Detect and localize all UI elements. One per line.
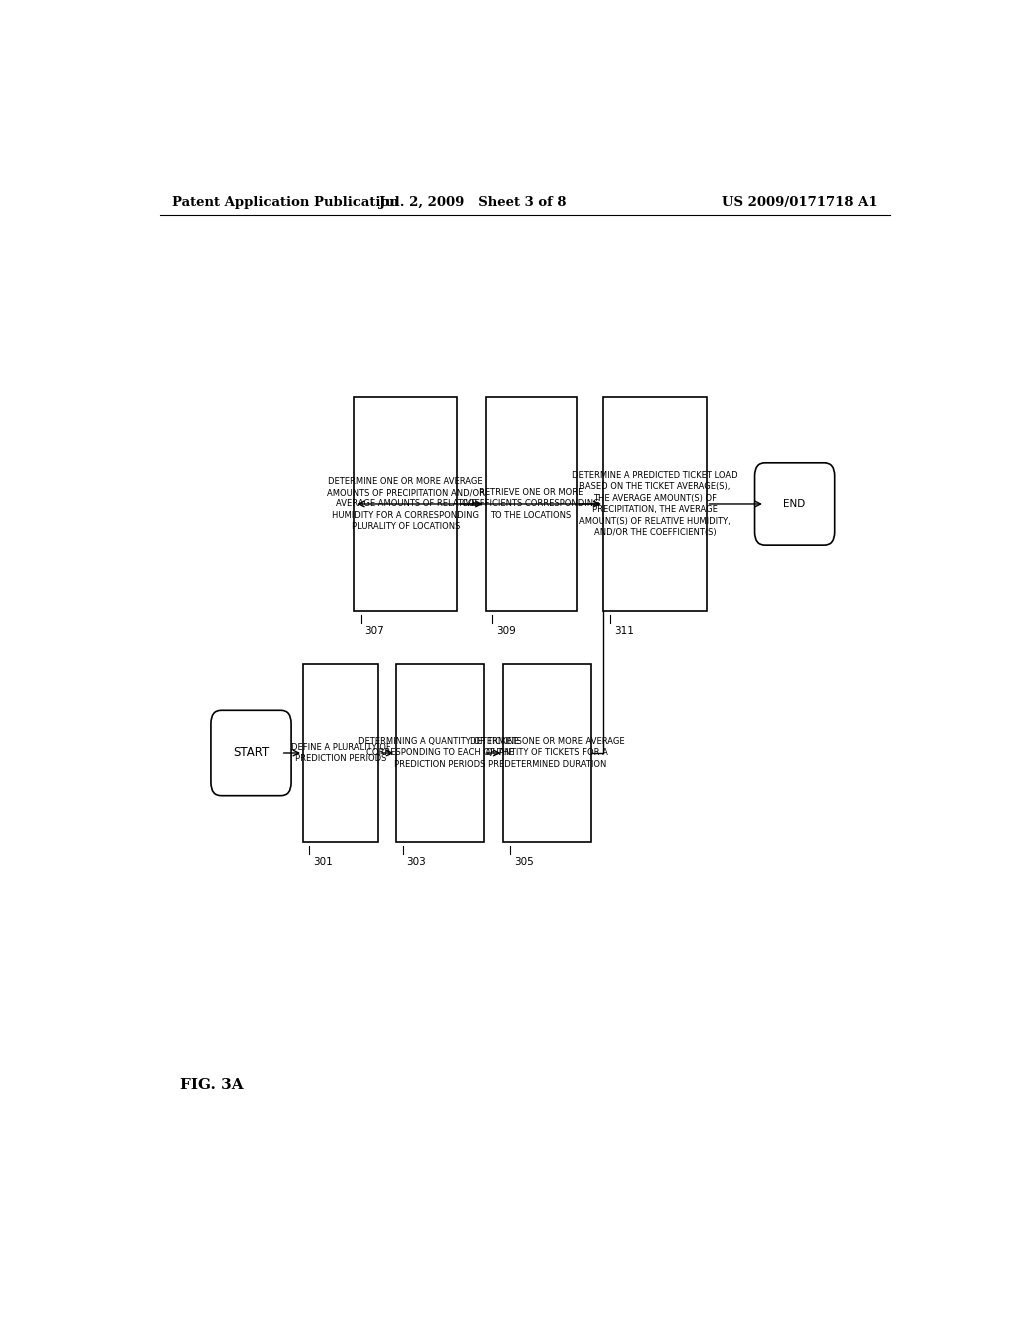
Text: START: START [232,747,269,759]
Text: Jul. 2, 2009   Sheet 3 of 8: Jul. 2, 2009 Sheet 3 of 8 [380,195,567,209]
Text: Patent Application Publication: Patent Application Publication [172,195,398,209]
Text: DETERMINE A PREDICTED TICKET LOAD
BASED ON THE TICKET AVERAGE(S),
THE AVERAGE AM: DETERMINE A PREDICTED TICKET LOAD BASED … [572,471,737,537]
Text: RETRIEVE ONE OR MORE
COEFFICIENTS CORRESPONDING
TO THE LOCATIONS: RETRIEVE ONE OR MORE COEFFICIENTS CORRES… [463,488,600,520]
Text: DETERMINE ONE OR MORE AVERAGE
AMOUNTS OF PRECIPITATION AND/OR
AVERAGE AMOUNTS OF: DETERMINE ONE OR MORE AVERAGE AMOUNTS OF… [327,477,484,532]
Text: 309: 309 [496,626,515,636]
Bar [485,397,577,611]
Text: 301: 301 [313,857,333,867]
Text: DETERMINING A QUANTITY OF TICKETS
CORRESPONDING TO EACH OF THE
PREDICTION PERIOD: DETERMINING A QUANTITY OF TICKETS CORRES… [358,737,522,770]
Text: US 2009/0171718 A1: US 2009/0171718 A1 [722,195,878,209]
Text: DEFINE A PLURALITY OF
PREDICTION PERIODS: DEFINE A PLURALITY OF PREDICTION PERIODS [291,743,390,763]
Text: 307: 307 [365,626,384,636]
Bar [396,664,483,842]
Text: 311: 311 [613,626,634,636]
FancyBboxPatch shape [211,710,291,796]
Bar [504,664,591,842]
Text: END: END [783,499,806,510]
Text: FIG. 3A: FIG. 3A [179,1078,244,1093]
FancyBboxPatch shape [755,463,835,545]
Text: DETERMINE ONE OR MORE AVERAGE
QUANTITY OF TICKETS FOR A
PREDETERMINED DURATION: DETERMINE ONE OR MORE AVERAGE QUANTITY O… [470,737,625,770]
Bar [603,397,707,611]
Text: 303: 303 [407,857,426,867]
Bar [354,397,458,611]
Bar [303,664,379,842]
Text: 305: 305 [514,857,534,867]
